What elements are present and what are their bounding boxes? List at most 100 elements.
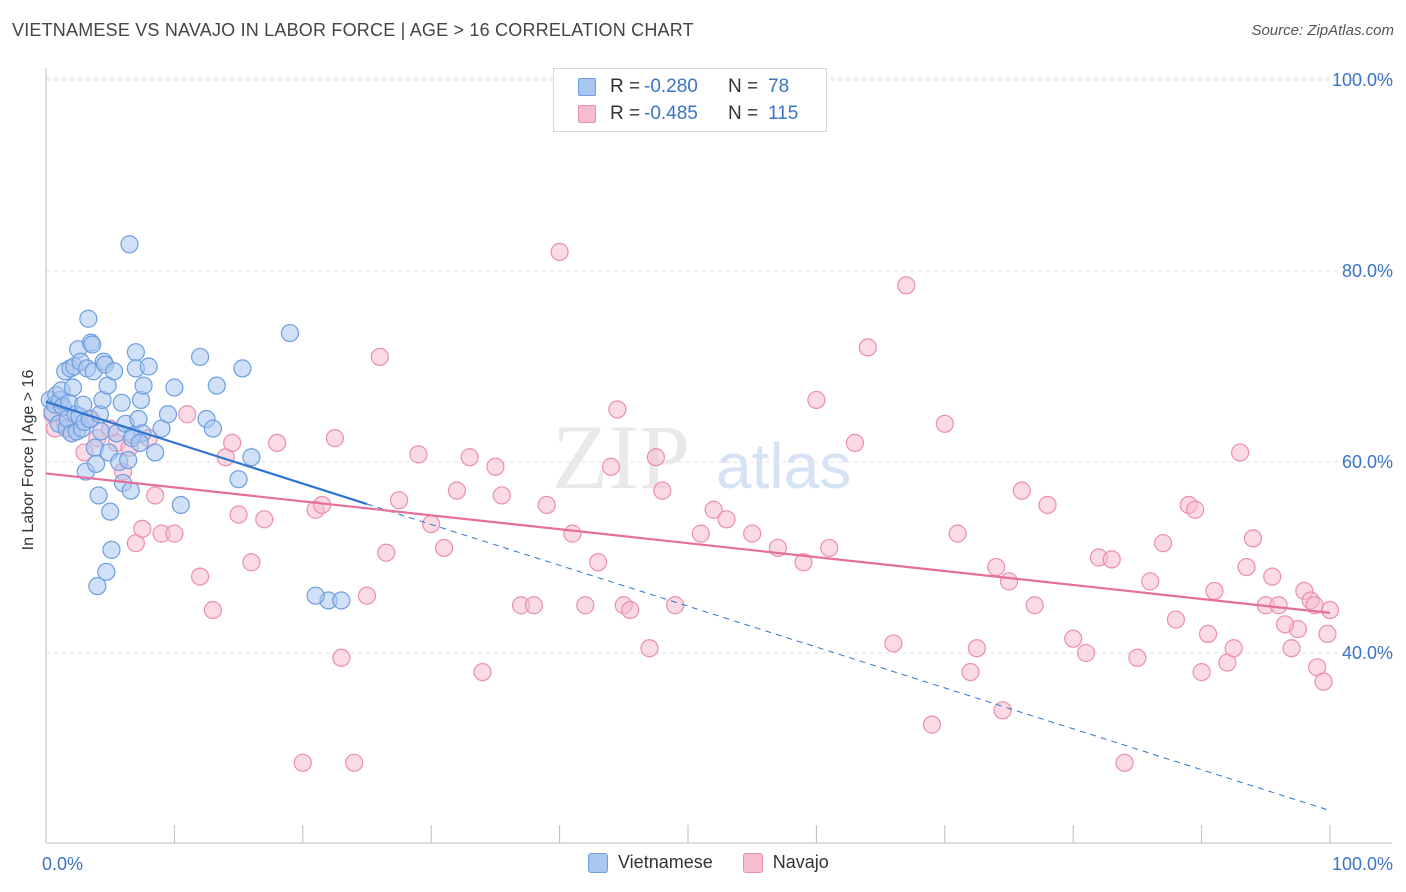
navajo-point: [332, 648, 351, 667]
navajo-point: [1269, 596, 1288, 615]
legend-row-navajo: R = -0.485 N = 115: [578, 103, 798, 125]
legend-item-navajo: Navajo: [742, 852, 829, 873]
navajo-point: [563, 524, 582, 543]
navajo-point: [1186, 500, 1205, 519]
navajo-point: [1320, 600, 1340, 620]
navajo-point: [1231, 443, 1250, 462]
legend-n-label: N =: [728, 103, 759, 124]
navajo-trend-line: [45, 472, 1331, 614]
navajo-point: [646, 448, 666, 467]
navajo-point: [897, 276, 916, 295]
vietnamese-point: [332, 591, 351, 610]
vietnamese-point: [88, 577, 107, 596]
legend-swatch-pink: [578, 105, 596, 123]
vietnamese-point: [171, 495, 190, 515]
navajo-point: [1141, 572, 1160, 591]
navajo-point: [1128, 648, 1147, 667]
navajo-point: [653, 481, 672, 500]
navajo-point: [601, 457, 621, 476]
vietnamese-point: [104, 362, 124, 381]
navajo-point: [1102, 550, 1121, 569]
navajo-point: [1275, 615, 1295, 634]
correlation-legend: R = -0.280 N = 78 R = -0.485 N = 115: [553, 68, 827, 132]
navajo-point: [178, 405, 197, 424]
y-tick-label: 60.0%: [1342, 452, 1393, 472]
navajo-point: [268, 433, 287, 452]
navajo-point: [820, 538, 839, 558]
source-label: Source: ZipAtlas.com: [1251, 22, 1394, 39]
navajo-point: [1198, 624, 1218, 644]
vietnamese-points: [40, 235, 351, 610]
navajo-point: [576, 596, 595, 615]
navajo-point: [666, 596, 685, 615]
legend-n-value: 115: [768, 103, 799, 124]
y-tick-label: 80.0%: [1342, 261, 1393, 281]
navajo-points: [43, 242, 1340, 772]
vietnamese-point: [139, 357, 158, 376]
navajo-point: [1237, 557, 1256, 577]
watermark-atlas: atlas: [716, 430, 851, 502]
navajo-point: [717, 510, 736, 529]
navajo-point: [409, 445, 428, 464]
vietnamese-point: [280, 323, 300, 343]
navajo-point: [1038, 495, 1057, 515]
navajo-point: [858, 338, 877, 357]
navajo-point: [1012, 481, 1031, 500]
vietnamese-point: [233, 359, 252, 378]
vietnamese-point: [89, 486, 108, 505]
navajo-point: [223, 433, 242, 452]
navajo-point: [1263, 567, 1282, 586]
legend-item-vietnamese: Vietnamese: [588, 852, 713, 873]
vietnamese-point: [242, 448, 261, 467]
navajo-point: [1314, 672, 1333, 691]
navajo-point: [1115, 753, 1134, 772]
x-tick-labels: 0.0% 100.0%: [42, 854, 1393, 874]
navajo-point: [434, 538, 454, 558]
vietnamese-point: [97, 562, 116, 581]
navajo-point: [621, 600, 640, 620]
navajo-point: [242, 553, 261, 572]
navajo-point: [948, 524, 967, 543]
legend-r-value: -0.485: [644, 103, 698, 124]
navajo-point: [370, 347, 389, 367]
legend-r-label: R =: [610, 76, 641, 97]
navajo-point: [845, 433, 865, 452]
navajo-point: [447, 481, 466, 500]
navajo-point: [608, 400, 627, 419]
vietnamese-point: [63, 378, 83, 397]
navajo-point: [993, 701, 1012, 720]
navajo-point: [473, 662, 492, 682]
legend-n-value: 78: [768, 76, 790, 97]
navajo-point: [377, 543, 396, 562]
y-tick-labels: 40.0% 60.0% 80.0% 100.0%: [1332, 70, 1393, 663]
vietnamese-point: [121, 481, 140, 500]
navajo-point: [1166, 610, 1186, 629]
vietnamese-trend-line: [45, 400, 368, 506]
vietnamese-point: [229, 470, 248, 489]
vietnamese-point: [112, 393, 131, 412]
navajo-point: [1282, 639, 1301, 658]
navajo-point: [935, 414, 954, 433]
vietnamese-point: [165, 378, 184, 397]
y-tick-label: 40.0%: [1342, 643, 1393, 663]
x-tick-label: 0.0%: [42, 854, 83, 874]
series-legend: Vietnamese Navajo: [588, 852, 859, 873]
navajo-point: [1153, 534, 1173, 553]
navajo-point: [325, 429, 344, 448]
navajo-point: [550, 242, 569, 261]
navajo-point: [884, 634, 903, 653]
vietnamese-point: [207, 376, 226, 395]
legend-r-value: -0.280: [644, 76, 698, 97]
vietnamese-point: [130, 433, 149, 452]
legend-swatch-navajo: [742, 852, 763, 873]
navajo-point: [1205, 581, 1224, 601]
navajo-point: [390, 491, 409, 510]
navajo-point: [807, 390, 826, 410]
navajo-point: [704, 500, 723, 519]
navajo-point: [1192, 662, 1211, 682]
legend-swatch-vietnamese: [588, 852, 608, 873]
navajo-point: [640, 639, 659, 658]
navajo-point: [967, 639, 987, 658]
navajo-point: [537, 495, 556, 515]
navajo-point: [133, 519, 152, 538]
